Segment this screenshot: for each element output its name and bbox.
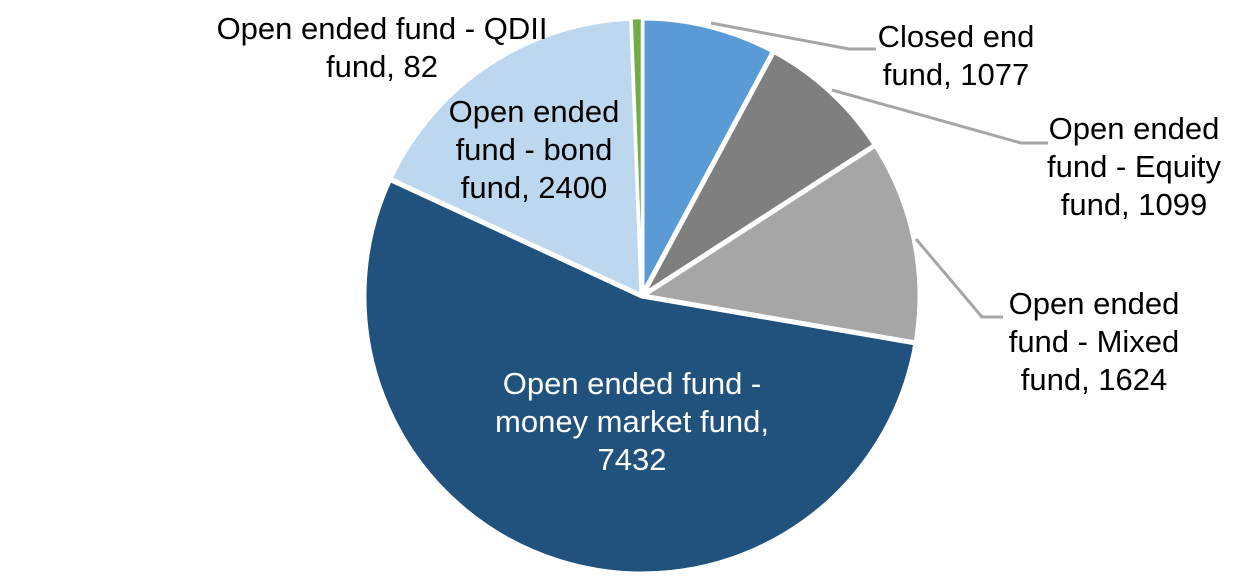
leader-line-1 — [710, 21, 876, 51]
leader-line-3 — [914, 238, 1003, 319]
leader-line-2 — [831, 88, 1048, 145]
pie-slice-3 — [639, 142, 923, 346]
pie-slice-1 — [639, 15, 777, 299]
pie-slice-4 — [361, 176, 919, 577]
pie-slice-2 — [639, 48, 878, 299]
pie-slice-5 — [387, 15, 645, 299]
pie-slice-6 — [630, 16, 644, 298]
